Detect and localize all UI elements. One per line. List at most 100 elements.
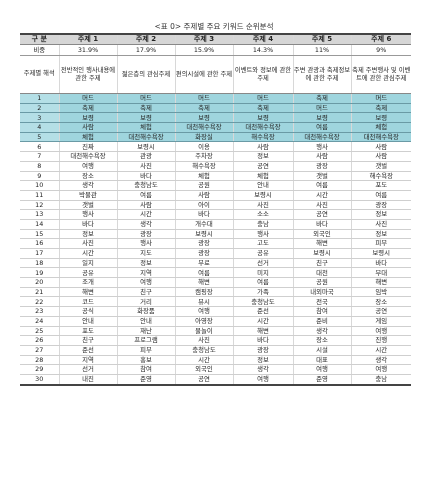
rank-row: 29 선거 참여 외국인 생각 여행 여행 bbox=[20, 364, 411, 375]
rank-number: 25 bbox=[20, 326, 59, 337]
rank-row: 24 안내 안내 아영장 시간 준비 게임 bbox=[20, 316, 411, 327]
keyword-cell: 머드 bbox=[58, 93, 117, 104]
rank-row: 28 지역 홍보 시간 정보 대표 생각 bbox=[20, 355, 411, 366]
keyword-cell: 친구 bbox=[116, 287, 175, 298]
keyword-cell: 피부 bbox=[116, 345, 175, 356]
rank-row: 5 체험 대천해수욕장 화장실 해수욕장 대천해수욕장 대천해수욕장 bbox=[20, 132, 411, 143]
keyword-cell: 시간 bbox=[350, 345, 411, 356]
rank-row: 7 대천해수욕장 관광 주차장 정보 사람 사람 bbox=[20, 151, 411, 162]
rank-number: 18 bbox=[20, 258, 59, 269]
topic-header: 주제 1 bbox=[58, 33, 117, 45]
keyword-cell: 포도 bbox=[350, 180, 411, 191]
topic-header: 주제 3 bbox=[174, 33, 233, 45]
keyword-cell: 박물관 bbox=[58, 190, 117, 201]
keyword-cell: 광장 bbox=[116, 229, 175, 240]
keyword-cell: 여행 bbox=[350, 364, 411, 375]
keyword-cell: 사진 bbox=[58, 238, 117, 249]
topic-header: 주제 2 bbox=[116, 33, 175, 45]
rank-number: 13 bbox=[20, 209, 59, 220]
keyword-cell: 보령 bbox=[350, 112, 411, 124]
keyword-cell: 생각 bbox=[350, 355, 411, 366]
keyword-cell: 체험 bbox=[232, 171, 293, 182]
rank-number: 11 bbox=[20, 190, 59, 201]
keyword-cell: 정보 bbox=[350, 209, 411, 220]
keyword-cell: 아영장 bbox=[174, 316, 233, 327]
keyword-cell: 해변 bbox=[174, 277, 233, 288]
keyword-cell: 축제 bbox=[292, 93, 351, 104]
keyword-cell: 축제 bbox=[232, 103, 293, 114]
keyword-cell: 행사 bbox=[292, 141, 351, 153]
rank-number: 8 bbox=[20, 161, 59, 172]
keyword-cell: 안내 bbox=[116, 316, 175, 327]
rank-row: 23 공식 화장품 여행 준선 참여 공연 bbox=[20, 306, 411, 317]
keyword-cell: 사람 bbox=[58, 122, 117, 133]
keyword-cell: 사람 bbox=[116, 200, 175, 211]
keyword-cell: 무대 bbox=[350, 267, 411, 279]
ratio-row: 비중 31.9% 17.9% 15.9% 14.3% 11% 9% bbox=[20, 44, 411, 56]
topic-description: 젊은층의 관심주제 bbox=[116, 55, 175, 94]
keyword-cell: 바다 bbox=[116, 171, 175, 182]
keyword-cell: 시간 bbox=[292, 190, 351, 201]
rank-number: 22 bbox=[20, 296, 59, 308]
keyword-cell: 여행 bbox=[232, 374, 293, 386]
rank-number: 2 bbox=[20, 103, 59, 114]
keyword-cell: 광장 bbox=[292, 161, 351, 172]
keyword-cell: 체험 bbox=[350, 122, 411, 133]
rank-number: 28 bbox=[20, 355, 59, 366]
ratio-value: 14.3% bbox=[232, 44, 293, 56]
rank-row: 16 사진 행사 광장 고도 해변 피부 bbox=[20, 238, 411, 249]
keyword-cell: 사람 bbox=[350, 141, 411, 153]
topic-description: 전반적인 행사내용에 관한 주제 bbox=[58, 55, 117, 94]
keyword-cell: 대천해수욕장 bbox=[232, 122, 293, 133]
keyword-cell: 프로그램 bbox=[116, 335, 175, 346]
keyword-cell: 화장실 bbox=[174, 132, 233, 143]
keyword-cell: 해수욕장 bbox=[174, 161, 233, 172]
rank-number: 21 bbox=[20, 287, 59, 298]
rank-row: 15 정보 광장 보령시 행사 외국인 정보 bbox=[20, 229, 411, 240]
keyword-cell: 소소 bbox=[232, 209, 293, 220]
topic-header: 주제 6 bbox=[350, 33, 411, 45]
rank-row: 12 갯벌 사람 아이 사진 사진 광장 bbox=[20, 200, 411, 211]
ratio-value: 17.9% bbox=[116, 44, 175, 56]
rank-number: 19 bbox=[20, 267, 59, 279]
keyword-cell: 갯벌 bbox=[350, 161, 411, 172]
keyword-cell: 전국 bbox=[292, 296, 351, 308]
rank-number: 26 bbox=[20, 335, 59, 346]
keyword-cell: 진행 bbox=[350, 335, 411, 346]
ratio-value: 11% bbox=[292, 44, 351, 56]
header-label: 구 분 bbox=[20, 33, 59, 45]
topic-header: 주제 4 bbox=[232, 33, 293, 45]
keyword-cell: 준비 bbox=[292, 316, 351, 327]
keyword-cell: 외국인 bbox=[174, 364, 233, 375]
rank-number: 9 bbox=[20, 171, 59, 182]
table-caption: <표 0> 주제별 주요 키워드 순위분석 bbox=[154, 22, 274, 31]
keyword-cell: 친구 bbox=[58, 335, 117, 346]
keyword-cell: 축제 bbox=[350, 103, 411, 114]
ratio-value: 9% bbox=[350, 44, 411, 56]
rank-number: 17 bbox=[20, 248, 59, 259]
keyword-cell: 준선 bbox=[232, 306, 293, 317]
keyword-cell: 여행 bbox=[174, 306, 233, 317]
keyword-cell: 여름 bbox=[292, 180, 351, 191]
keyword-cell: 선거 bbox=[232, 258, 293, 269]
rank-row: 26 친구 프로그램 사진 바다 장소 진행 bbox=[20, 335, 411, 346]
keyword-cell: 축제 bbox=[58, 103, 117, 114]
keyword-cell: 보령시 bbox=[350, 248, 411, 259]
keyword-cell: 여름 bbox=[174, 267, 233, 279]
keyword-cell: 체험 bbox=[116, 122, 175, 133]
keyword-cell: 사람 bbox=[232, 141, 293, 153]
rank-number: 16 bbox=[20, 238, 59, 249]
keyword-cell: 사진 bbox=[350, 219, 411, 230]
keyword-cell: 충청남도 bbox=[232, 296, 293, 308]
topic-description: 이벤트와 정보에 관한 주제 bbox=[232, 55, 293, 94]
rank-row: 9 장소 바다 체험 체험 갯벌 해수욕장 bbox=[20, 171, 411, 182]
keyword-cell: 여행 bbox=[350, 326, 411, 337]
rank-row: 2 축제 축제 축제 축제 머드 축제 bbox=[20, 103, 411, 114]
rank-number: 27 bbox=[20, 345, 59, 356]
keyword-cell: 축제 bbox=[174, 103, 233, 114]
keyword-cell: 대천해수욕장 bbox=[174, 122, 233, 133]
rank-number: 7 bbox=[20, 151, 59, 162]
keyword-cell: 내외마국 bbox=[292, 287, 351, 298]
keyword-cell: 화장품 bbox=[116, 306, 175, 317]
keyword-cell: 거리 bbox=[116, 296, 175, 308]
